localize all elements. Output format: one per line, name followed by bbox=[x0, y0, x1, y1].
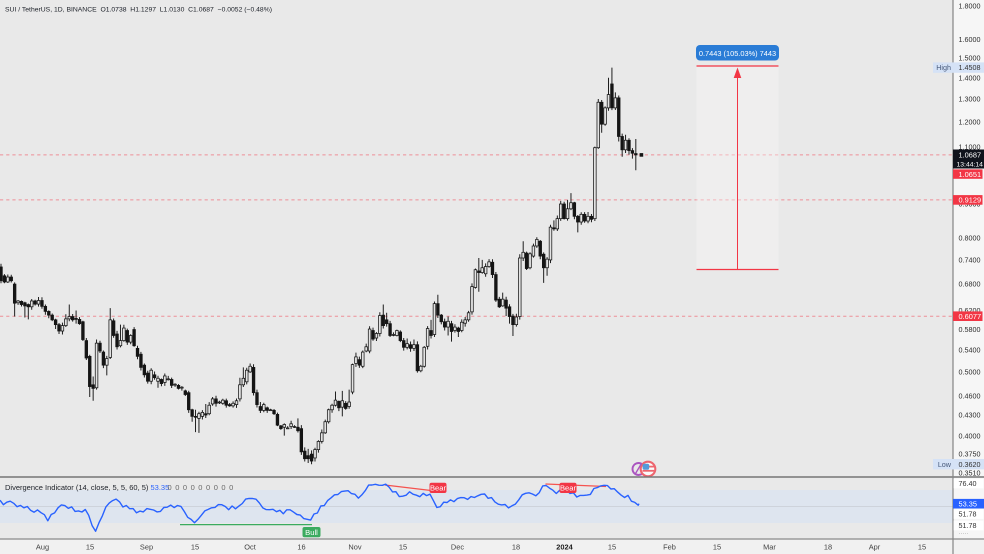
svg-text:51.78: 51.78 bbox=[959, 521, 977, 530]
svg-text:1.0687: 1.0687 bbox=[959, 151, 982, 160]
svg-text:0.7443 (105.03%) 7443: 0.7443 (105.03%) 7443 bbox=[699, 49, 776, 58]
svg-text:Aug: Aug bbox=[36, 543, 49, 552]
svg-text:53.35: 53.35 bbox=[959, 499, 978, 508]
svg-text:0.6077: 0.6077 bbox=[959, 312, 982, 321]
svg-text:0.3510: 0.3510 bbox=[959, 469, 981, 478]
svg-text:High: High bbox=[936, 63, 951, 72]
svg-text:Apr: Apr bbox=[869, 543, 881, 552]
svg-text:0.3750: 0.3750 bbox=[959, 450, 981, 459]
svg-text:Feb: Feb bbox=[663, 543, 676, 552]
svg-text:1.3000: 1.3000 bbox=[959, 95, 981, 104]
svg-text:15: 15 bbox=[713, 543, 721, 552]
svg-text:Divergence Indicator (14, clos: Divergence Indicator (14, close, 5, 5, 6… bbox=[5, 483, 169, 492]
svg-text:15: 15 bbox=[918, 543, 926, 552]
svg-text:0.4300: 0.4300 bbox=[959, 411, 981, 420]
svg-text:0.8000: 0.8000 bbox=[959, 233, 981, 242]
svg-text:SUI / TetherUS, 1D, BINANCE O: SUI / TetherUS, 1D, BINANCE O1.0738 H1.1… bbox=[5, 6, 272, 13]
svg-text:Nov: Nov bbox=[348, 543, 361, 552]
svg-text:15: 15 bbox=[86, 543, 94, 552]
svg-text:51.78: 51.78 bbox=[959, 510, 977, 519]
svg-text:1.4000: 1.4000 bbox=[959, 73, 981, 82]
svg-text:Bull: Bull bbox=[305, 528, 318, 537]
svg-text:0.4000: 0.4000 bbox=[959, 431, 981, 440]
svg-text:0.9129: 0.9129 bbox=[959, 196, 982, 205]
svg-text:1.0651: 1.0651 bbox=[959, 170, 982, 179]
svg-text:18: 18 bbox=[824, 543, 832, 552]
svg-text:1.6000: 1.6000 bbox=[959, 35, 981, 44]
svg-text:15: 15 bbox=[399, 543, 407, 552]
svg-text:Bear: Bear bbox=[430, 483, 447, 492]
svg-text:13:44:14: 13:44:14 bbox=[957, 161, 984, 168]
svg-text:16: 16 bbox=[297, 543, 305, 552]
svg-text:Low: Low bbox=[938, 460, 952, 469]
svg-text:0.4600: 0.4600 bbox=[959, 391, 981, 400]
svg-text:.....: ..... bbox=[959, 527, 969, 536]
svg-text:1.4508: 1.4508 bbox=[959, 63, 981, 72]
svg-text:0.3620: 0.3620 bbox=[959, 460, 981, 469]
svg-text:0.5000: 0.5000 bbox=[959, 368, 981, 377]
svg-text:0.7400: 0.7400 bbox=[959, 256, 981, 265]
svg-text:Dec: Dec bbox=[451, 543, 464, 552]
svg-text:2024: 2024 bbox=[556, 543, 573, 552]
svg-text:0.6800: 0.6800 bbox=[959, 280, 981, 289]
svg-text:1.8000: 1.8000 bbox=[959, 2, 981, 11]
svg-text:0.6200: 0.6200 bbox=[959, 306, 981, 315]
svg-text:1.2000: 1.2000 bbox=[959, 117, 981, 126]
svg-text:Bear: Bear bbox=[560, 483, 577, 492]
svg-text:1.5000: 1.5000 bbox=[959, 54, 981, 63]
svg-text:15: 15 bbox=[191, 543, 199, 552]
svg-text:15: 15 bbox=[608, 543, 616, 552]
svg-text:Mar: Mar bbox=[763, 543, 776, 552]
svg-text:0.5800: 0.5800 bbox=[959, 325, 981, 334]
svg-text:Oct: Oct bbox=[244, 543, 256, 552]
svg-text:76.40: 76.40 bbox=[959, 479, 977, 488]
svg-text:1.1000: 1.1000 bbox=[959, 142, 981, 151]
svg-text:18: 18 bbox=[512, 543, 520, 552]
svg-text:0.5400: 0.5400 bbox=[959, 346, 981, 355]
svg-text:Sep: Sep bbox=[140, 543, 153, 552]
